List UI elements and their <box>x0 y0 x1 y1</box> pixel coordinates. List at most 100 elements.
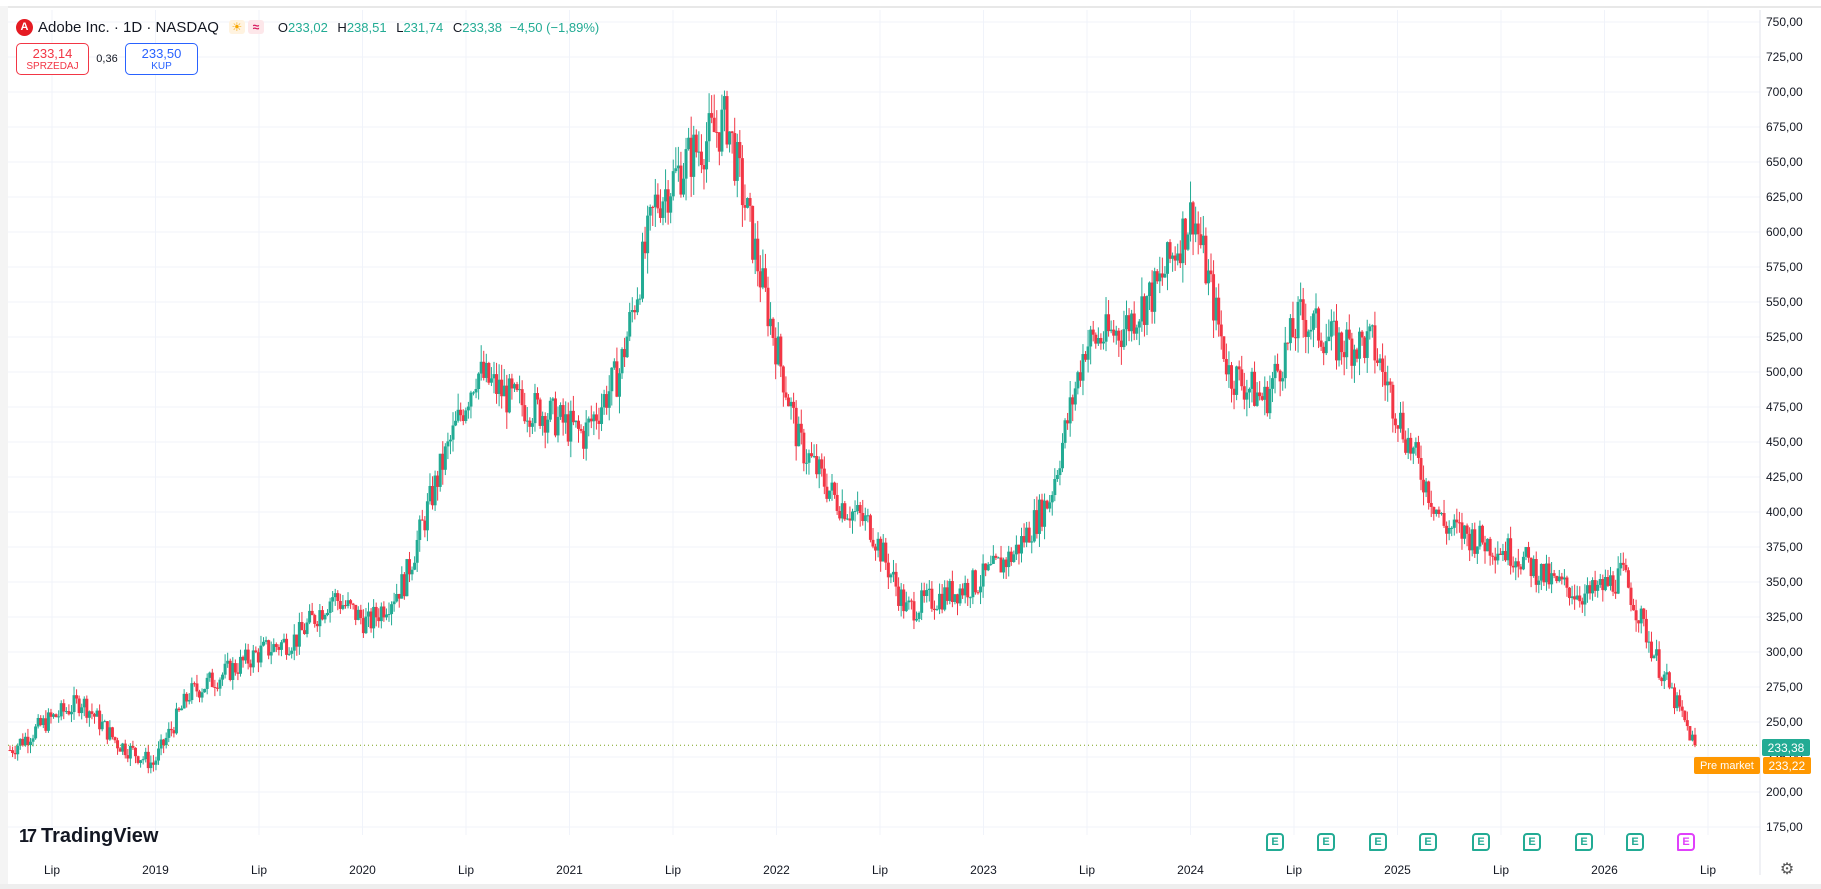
candle-body <box>1439 513 1443 515</box>
candle-body <box>31 738 35 742</box>
settings-icon[interactable]: ⚙ <box>1779 861 1795 878</box>
candle-body <box>246 649 250 664</box>
candle-body <box>407 559 411 575</box>
candle-body <box>446 441 450 447</box>
x-tick-label: Lip <box>1700 863 1716 877</box>
candle-body <box>1565 577 1569 588</box>
candle-body <box>28 741 32 746</box>
y-tick-label: 550,00 <box>1766 295 1803 309</box>
candle-body <box>1660 677 1664 682</box>
earnings-icon[interactable]: E <box>1369 833 1387 851</box>
candle-body <box>1183 218 1187 250</box>
candle-body <box>912 601 916 621</box>
y-tick-label: 350,00 <box>1766 575 1803 589</box>
candle-body <box>879 538 883 562</box>
candle-body <box>359 609 363 619</box>
candle-body <box>702 165 706 170</box>
candle-body <box>354 604 358 620</box>
candle-body <box>666 189 670 213</box>
sell-price: 233,14 <box>32 45 73 61</box>
candle-body <box>49 712 53 717</box>
candle-body <box>1168 242 1172 259</box>
candle-body <box>1032 510 1036 542</box>
candle-body <box>1655 649 1659 656</box>
sell-button[interactable]: 233,14 SPRZEDAJ <box>16 43 89 75</box>
candle-body <box>1086 346 1090 360</box>
candle-body <box>717 132 721 152</box>
close-label: C <box>452 19 463 35</box>
candle-body <box>658 208 662 218</box>
candle-body <box>1301 299 1305 320</box>
candle-body <box>1693 734 1697 746</box>
candle-body <box>1227 365 1231 375</box>
earnings-icon[interactable]: E <box>1575 833 1593 851</box>
candle-body <box>1217 297 1221 325</box>
candle-body <box>431 485 435 506</box>
candle-body <box>1652 655 1656 659</box>
candle-body <box>167 728 171 738</box>
candle-body <box>1186 234 1190 250</box>
candle-body <box>797 423 801 447</box>
buy-button[interactable]: 233,50 KUP <box>125 43 198 75</box>
x-tick-label: 2026 <box>1591 863 1618 877</box>
candle-body <box>592 414 596 422</box>
candle-body <box>953 594 957 602</box>
candle-body <box>807 453 811 463</box>
high-label: H <box>337 19 347 35</box>
candle-body <box>559 405 563 417</box>
candle-body <box>894 571 898 587</box>
candle-body <box>361 618 365 634</box>
x-tick-label: Lip <box>872 863 888 877</box>
y-tick-label: 575,00 <box>1766 260 1803 274</box>
candle-body <box>356 609 360 620</box>
candle-body <box>725 96 729 145</box>
candle-body <box>779 336 783 367</box>
candle-body <box>215 687 219 689</box>
candle-body <box>364 616 368 634</box>
candle-body <box>1258 392 1262 397</box>
candle-body <box>886 562 890 578</box>
candle-body <box>1386 381 1390 386</box>
earnings-icon[interactable]: E <box>1626 833 1644 851</box>
candle-body <box>80 707 84 714</box>
candle-body <box>1516 561 1520 567</box>
candle-body <box>794 407 798 447</box>
y-tick-label: 650,00 <box>1766 155 1803 169</box>
candle-body <box>735 142 739 181</box>
sun-icon[interactable]: ☀ <box>228 20 245 34</box>
candle-body <box>641 241 645 299</box>
candle-body <box>607 391 611 408</box>
earnings-icon[interactable]: E <box>1419 833 1437 851</box>
candle-body <box>922 590 926 597</box>
candle-body <box>743 205 747 208</box>
tradingview-logo[interactable]: 17 TradingView <box>19 825 158 847</box>
candle-body <box>277 646 281 650</box>
candle-body <box>369 611 373 629</box>
candle-body <box>1058 468 1062 476</box>
candle-body <box>1076 372 1080 389</box>
candle-body <box>1237 366 1241 370</box>
candle-body <box>1137 321 1141 328</box>
earnings-icon[interactable]: E <box>1266 833 1284 851</box>
wave-icon[interactable]: ≈ <box>247 20 264 34</box>
candle-body <box>843 503 847 520</box>
candle-body <box>1040 499 1044 527</box>
candle-body <box>1673 687 1677 709</box>
candle-body <box>1194 223 1198 235</box>
candle-body <box>1196 223 1200 235</box>
earnings-icon[interactable]: E <box>1523 833 1541 851</box>
candle-body <box>950 581 954 602</box>
earnings-icon[interactable]: E <box>1317 833 1335 851</box>
candle-body <box>1245 392 1249 400</box>
candle-body <box>341 605 345 609</box>
candle-body <box>313 615 317 624</box>
candle-body <box>172 730 176 734</box>
symbol-title[interactable]: Adobe Inc. · 1D · NASDAQ <box>38 18 219 36</box>
candle-body <box>62 703 66 712</box>
earnings-icon[interactable]: E <box>1677 833 1695 851</box>
earnings-icon[interactable]: E <box>1472 833 1490 851</box>
y-tick-label: 450,00 <box>1766 435 1803 449</box>
candle-body <box>510 378 514 389</box>
